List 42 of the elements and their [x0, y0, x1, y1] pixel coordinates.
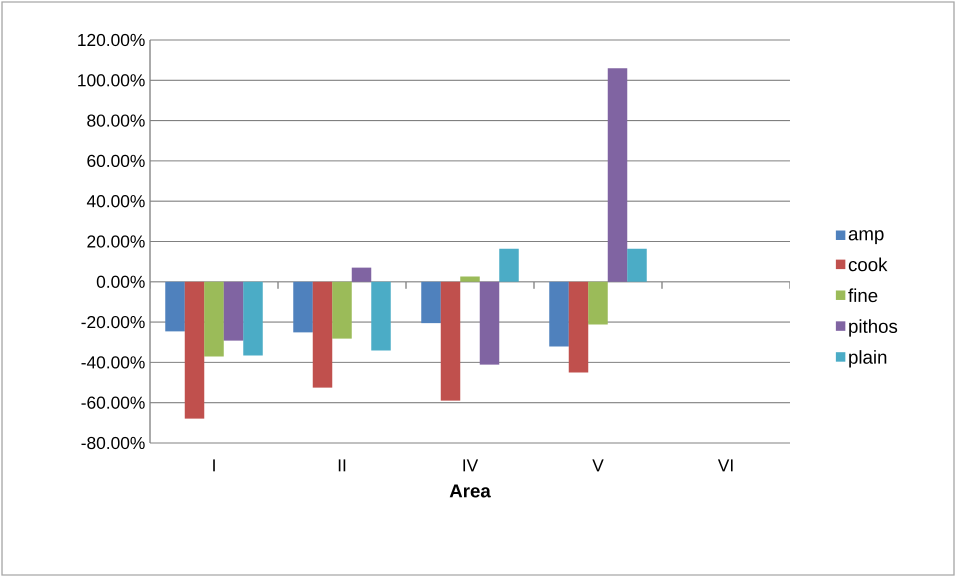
y-tick-label: -60.00%: [82, 396, 145, 409]
bar: [588, 282, 608, 325]
bar: [460, 276, 480, 282]
bar: [312, 282, 332, 388]
legend-label: amp: [848, 230, 884, 244]
legend-label: fine: [848, 288, 878, 302]
x-tick-label: VI: [718, 459, 733, 472]
x-tick-label: IV: [463, 459, 478, 472]
bar: [499, 248, 519, 282]
y-tick-label: 40.00%: [86, 195, 145, 208]
y-tick-label: -40.00%: [82, 356, 145, 369]
bar: [480, 282, 500, 365]
legend-label: cook: [848, 258, 888, 272]
bar: [608, 68, 628, 282]
y-tick-label: 60.00%: [87, 154, 145, 168]
bar: [293, 282, 313, 332]
bar: [224, 282, 244, 341]
bar: [627, 248, 647, 282]
x-tick-label: V: [592, 459, 604, 472]
bar: [568, 282, 588, 372]
bar: [421, 282, 441, 324]
legend-label: plain: [849, 350, 886, 368]
y-tick-label: 120.00%: [78, 34, 145, 46]
y-tick-label: 0.00%: [96, 276, 145, 288]
bar: [371, 282, 391, 350]
x-axis-title: Area: [450, 484, 491, 498]
y-tick-label: -20.00%: [82, 316, 145, 328]
legend-label: pithos: [849, 319, 898, 337]
x-tick-label: II: [338, 459, 346, 472]
x-tick-label: I: [213, 459, 215, 472]
bar: [332, 282, 352, 339]
y-tick-label: 20.00%: [87, 235, 145, 248]
y-tick-label: -80.00%: [82, 436, 145, 450]
bar: [165, 282, 185, 332]
bar: [352, 268, 372, 282]
bar: [243, 282, 263, 356]
bar: [440, 282, 460, 401]
y-tick-label: 100.00%: [78, 74, 145, 86]
bar: [184, 282, 204, 419]
bar: [204, 282, 224, 357]
bar: [549, 282, 569, 346]
y-tick-label: 80.00%: [87, 114, 145, 127]
